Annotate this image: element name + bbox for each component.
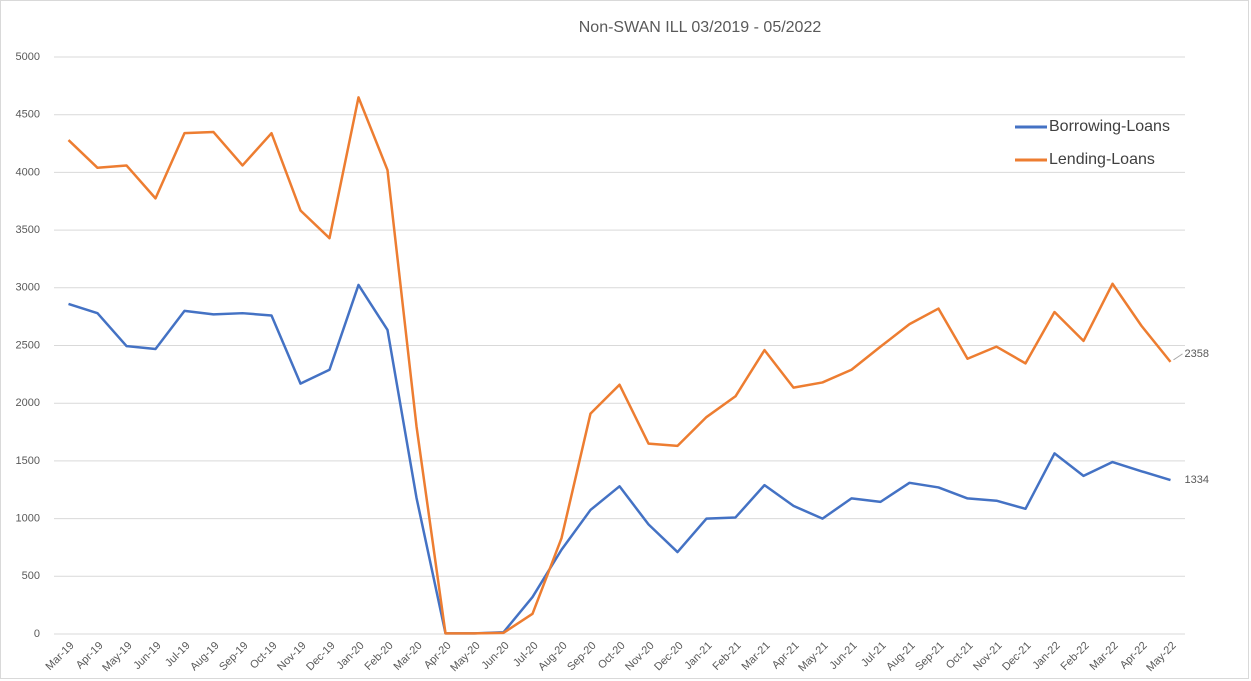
- y-tick-label: 2500: [16, 339, 40, 351]
- y-tick-label: 5000: [16, 51, 40, 63]
- y-tick-label: 4000: [16, 166, 40, 178]
- data-label: 1334: [1185, 474, 1209, 486]
- y-tick-label: 1500: [16, 455, 40, 467]
- legend-label: Lending-Loans: [1049, 151, 1155, 168]
- chart-title: Non-SWAN ILL 03/2019 - 05/2022: [579, 19, 822, 36]
- series-line: [68, 283, 1171, 635]
- y-tick-label: 500: [22, 570, 40, 582]
- legend-label: Borrowing-Loans: [1049, 118, 1170, 135]
- y-tick-label: 0: [34, 628, 40, 640]
- y-tick-label: 2000: [16, 397, 40, 409]
- label-leader: [1173, 353, 1183, 361]
- y-tick-label: 1000: [16, 513, 40, 525]
- y-tick-label: 3500: [16, 224, 40, 236]
- data-label: 2358: [1185, 348, 1209, 360]
- y-tick-label: 3000: [16, 282, 40, 294]
- y-tick-label: 4500: [16, 109, 40, 121]
- series-line: [67, 96, 1172, 635]
